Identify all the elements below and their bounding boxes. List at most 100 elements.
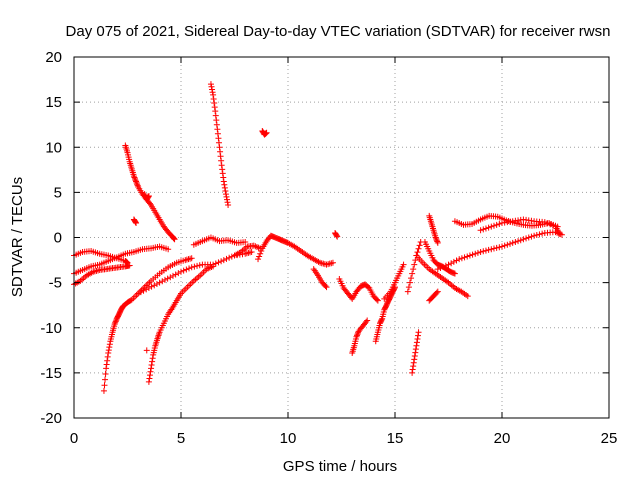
data-point (221, 184, 228, 191)
data-point (104, 353, 111, 360)
data-point (363, 318, 370, 325)
data-point (410, 363, 417, 370)
data-point (210, 261, 217, 268)
data-point (133, 178, 140, 185)
data-point (223, 255, 230, 262)
data-point (496, 244, 503, 251)
data-point (140, 287, 147, 294)
data-point (145, 378, 152, 385)
data-point (145, 285, 152, 292)
data-point (406, 279, 413, 286)
data-point (218, 157, 225, 164)
data-point (208, 83, 215, 90)
data-point (257, 250, 264, 257)
data-point (523, 235, 530, 242)
data-point (354, 331, 361, 338)
data-point (434, 239, 441, 246)
data-point (464, 293, 471, 300)
data-point (493, 244, 500, 251)
series-arc6 (141, 191, 152, 203)
data-point (219, 166, 226, 173)
data-point (221, 181, 228, 188)
data-point (409, 270, 416, 277)
data-point (496, 220, 503, 227)
data-point (218, 258, 225, 265)
y-tick-label: 5 (54, 184, 62, 201)
data-point (451, 270, 458, 277)
data-point (146, 200, 153, 207)
data-point (213, 121, 220, 128)
data-point (218, 162, 225, 169)
data-point (322, 283, 329, 290)
data-point (414, 336, 421, 343)
data-point (143, 347, 150, 354)
data-point (415, 329, 422, 336)
data-point (103, 365, 110, 372)
data-point (556, 230, 563, 237)
data-point (442, 262, 449, 269)
data-point (222, 191, 229, 198)
x-tick-label: 0 (70, 430, 78, 447)
data-point (209, 89, 216, 96)
data-point (180, 267, 187, 274)
data-point (547, 221, 554, 228)
data-point (373, 296, 380, 303)
data-point (188, 264, 195, 271)
data-point (215, 135, 222, 142)
data-point (485, 224, 492, 231)
data-point (432, 234, 439, 241)
data-point (212, 260, 219, 267)
data-point (214, 130, 221, 137)
data-point (145, 192, 152, 199)
data-point (466, 252, 473, 259)
data-point (482, 225, 489, 232)
data-point (434, 266, 441, 273)
y-tick-label: 20 (45, 49, 62, 66)
data-point (143, 286, 150, 293)
data-point (531, 232, 538, 239)
series-arc11 (190, 234, 249, 248)
series-arc14 (231, 242, 264, 259)
data-point (515, 238, 522, 245)
axis-ticks (73, 56, 610, 419)
data-point (499, 243, 505, 250)
data-point (133, 179, 140, 186)
data-point (112, 318, 119, 325)
data-point (434, 288, 441, 295)
data-point (433, 237, 440, 244)
data-point (255, 256, 262, 263)
data-point (215, 139, 222, 146)
y-tick-label: 0 (54, 230, 62, 247)
data-point (472, 250, 479, 257)
data-point (132, 219, 139, 226)
data-point (111, 321, 118, 328)
series-arc10 (143, 347, 150, 354)
data-point (412, 257, 419, 264)
series-arc26 (426, 212, 441, 246)
y-tick-labels: -20 -15 -10 -5 0 5 10 15 20 (40, 49, 62, 427)
data-point (408, 275, 415, 282)
y-tick-label: 15 (45, 94, 62, 111)
series-arc25 (421, 239, 458, 277)
data-point (411, 356, 418, 363)
data-point (215, 259, 222, 266)
data-point (172, 271, 179, 278)
data-point (178, 268, 184, 275)
data-point (175, 270, 182, 277)
data-point (415, 245, 422, 252)
y-axis-label: SDTVAR / TECUs (9, 177, 26, 297)
series-arc20 (372, 284, 398, 345)
data-point (410, 359, 417, 366)
data-point (504, 241, 511, 248)
data-point (224, 199, 231, 206)
data-point (333, 232, 340, 239)
data-point (549, 222, 556, 229)
data-point (100, 387, 107, 394)
data-point (405, 284, 412, 291)
data-point (493, 221, 500, 228)
data-point (217, 153, 224, 160)
data-point (191, 263, 198, 270)
data-point (196, 262, 203, 269)
data-point (104, 357, 111, 364)
y-tick-label: -5 (49, 275, 62, 292)
